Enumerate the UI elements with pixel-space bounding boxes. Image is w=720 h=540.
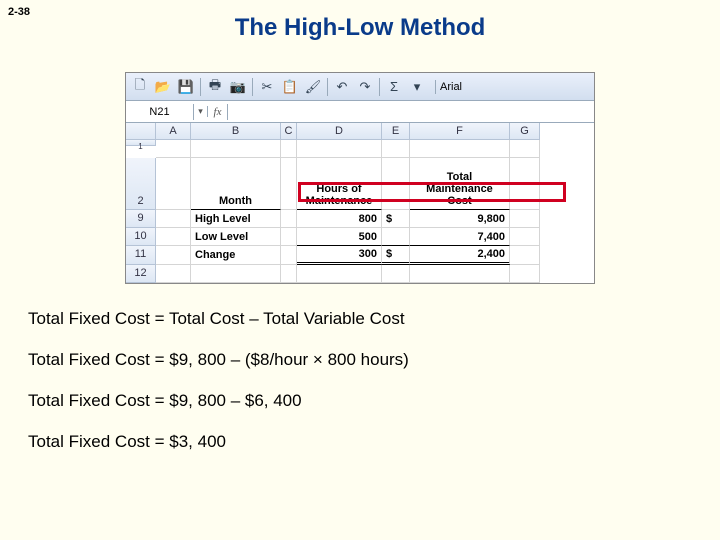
- separator: [327, 78, 328, 96]
- fx-label[interactable]: fx: [208, 104, 228, 120]
- select-all-corner[interactable]: [126, 123, 156, 140]
- new-icon[interactable]: 🗋: [131, 78, 149, 96]
- cell-change-currency[interactable]: $: [382, 246, 410, 265]
- cell[interactable]: [297, 265, 382, 283]
- row-header-9[interactable]: 9: [126, 210, 156, 228]
- formula-input[interactable]: [228, 110, 594, 114]
- col-header-g[interactable]: G: [510, 123, 540, 140]
- cell[interactable]: [510, 265, 540, 283]
- row-header-11[interactable]: 11: [126, 246, 156, 265]
- row-header-10[interactable]: 10: [126, 228, 156, 246]
- open-icon[interactable]: 📂: [154, 78, 172, 96]
- cell-low-hours[interactable]: 500: [297, 228, 382, 246]
- row-header-1[interactable]: 1: [126, 140, 156, 146]
- cell[interactable]: [156, 228, 191, 246]
- equations-block: Total Fixed Cost = Total Cost – Total Va…: [0, 308, 720, 454]
- cell[interactable]: [281, 140, 297, 158]
- cell[interactable]: [510, 210, 540, 228]
- cell-low-currency[interactable]: [382, 228, 410, 246]
- font-selector[interactable]: Arial: [435, 80, 466, 94]
- cell[interactable]: [510, 228, 540, 246]
- cell[interactable]: [410, 265, 510, 283]
- col-header-c[interactable]: C: [281, 123, 297, 140]
- cell-hours-header[interactable]: Hours of Maintenance: [297, 158, 382, 210]
- cell[interactable]: [156, 265, 191, 283]
- row-header-2[interactable]: 2: [126, 158, 156, 210]
- col-header-f[interactable]: F: [410, 123, 510, 140]
- chevron-down-icon[interactable]: ▾: [408, 78, 426, 96]
- cell-high-currency[interactable]: $: [382, 210, 410, 228]
- page-title: The High-Low Method: [0, 0, 720, 42]
- cell[interactable]: [156, 140, 191, 158]
- cell-cost-header[interactable]: Total Maintenance Cost: [410, 158, 510, 210]
- cell-change-label[interactable]: Change: [191, 246, 281, 265]
- cell[interactable]: [382, 140, 410, 158]
- spreadsheet-window: 🗋 📂 💾 🖶 📷 ✂ 📋 🖌 ↶ ↷ Σ ▾ Arial N21 ▾ fx A…: [125, 72, 595, 284]
- cell[interactable]: [281, 265, 297, 283]
- cell-high-cost[interactable]: 9,800: [410, 210, 510, 228]
- cell[interactable]: [281, 210, 297, 228]
- cell[interactable]: [281, 158, 297, 210]
- cell[interactable]: [297, 140, 382, 158]
- cell[interactable]: [156, 158, 191, 210]
- cell-change-cost[interactable]: 2,400: [410, 246, 510, 265]
- brush-icon[interactable]: 🖌: [304, 78, 322, 96]
- cell[interactable]: [382, 158, 410, 210]
- cell[interactable]: [191, 140, 281, 158]
- separator: [200, 78, 201, 96]
- formula-bar: N21 ▾ fx: [126, 101, 594, 123]
- cell-change-hours[interactable]: 300: [297, 246, 382, 265]
- equation-line: Total Fixed Cost = Total Cost – Total Va…: [28, 308, 700, 331]
- cell[interactable]: [510, 246, 540, 265]
- equation-line: Total Fixed Cost = $3, 400: [28, 431, 700, 454]
- col-header-a[interactable]: A: [156, 123, 191, 140]
- save-icon[interactable]: 💾: [177, 78, 195, 96]
- cell-low-cost[interactable]: 7,400: [410, 228, 510, 246]
- undo-icon[interactable]: ↶: [333, 78, 351, 96]
- slide-number: 2-38: [8, 6, 30, 18]
- print-icon[interactable]: 🖶: [206, 78, 224, 96]
- cell[interactable]: [281, 246, 297, 265]
- sheet-grid: A B C D E F G 1 2 Month Hours of Mainten…: [126, 123, 594, 283]
- cell[interactable]: [156, 210, 191, 228]
- cell[interactable]: [382, 265, 410, 283]
- col-header-b[interactable]: B: [191, 123, 281, 140]
- equation-line: Total Fixed Cost = $9, 800 – $6, 400: [28, 390, 700, 413]
- cell[interactable]: [191, 265, 281, 283]
- separator: [379, 78, 380, 96]
- cell-low-level-label[interactable]: Low Level: [191, 228, 281, 246]
- cell-high-level-label[interactable]: High Level: [191, 210, 281, 228]
- cell[interactable]: [510, 140, 540, 158]
- cell-high-hours[interactable]: 800: [297, 210, 382, 228]
- camera-icon[interactable]: 📷: [229, 78, 247, 96]
- cell[interactable]: [510, 158, 540, 210]
- row-header-12[interactable]: 12: [126, 265, 156, 283]
- toolbar: 🗋 📂 💾 🖶 📷 ✂ 📋 🖌 ↶ ↷ Σ ▾ Arial: [126, 73, 594, 101]
- cell[interactable]: [156, 246, 191, 265]
- namebox-dropdown-icon[interactable]: ▾: [194, 106, 208, 117]
- sigma-icon[interactable]: Σ: [385, 78, 403, 96]
- paste-icon[interactable]: 📋: [281, 78, 299, 96]
- equation-line: Total Fixed Cost = $9, 800 – ($8/hour × …: [28, 349, 700, 372]
- cut-icon[interactable]: ✂: [258, 78, 276, 96]
- separator: [252, 78, 253, 96]
- col-header-d[interactable]: D: [297, 123, 382, 140]
- col-header-e[interactable]: E: [382, 123, 410, 140]
- redo-icon[interactable]: ↷: [356, 78, 374, 96]
- cell[interactable]: [410, 140, 510, 158]
- name-box[interactable]: N21: [126, 104, 194, 120]
- cell[interactable]: [281, 228, 297, 246]
- cell-month-header[interactable]: Month: [191, 158, 281, 210]
